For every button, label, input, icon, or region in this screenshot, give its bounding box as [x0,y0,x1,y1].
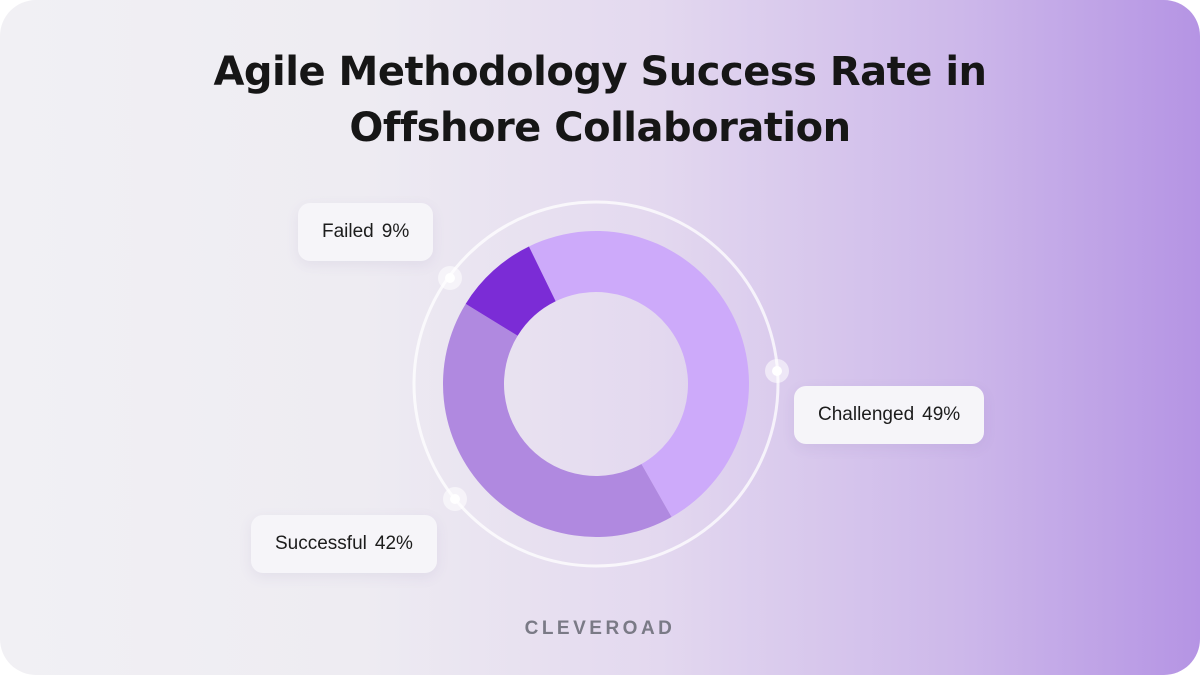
data-label-challenged: Challenged 49% [794,386,985,444]
donut-slice-challenged [528,231,749,518]
data-label-successful-value: 42% [374,533,413,554]
donut-slices [443,231,749,537]
brand-logo: CLEVEROAD [524,618,676,639]
data-label-successful: Successful 42% [251,515,437,573]
chart-title: Agile Methodology Success Rate in Offsho… [0,44,1200,156]
connector-dot-failed [438,266,462,290]
chart-title-line-2: Offshore Collaboration [349,105,851,151]
donut-slice-successful [443,303,672,537]
connector-dot-challenged [765,359,789,383]
data-label-successful-name: Successful [275,533,367,554]
data-label-failed: Failed 9% [298,203,434,261]
data-label-failed-name: Failed [322,221,374,242]
outer-guide-ring [412,200,780,568]
chart-title-line-1: Agile Methodology Success Rate in [213,49,987,95]
data-label-challenged-name: Challenged [818,404,915,425]
connector-dot-successful [443,487,467,511]
data-label-failed-value: 9% [381,221,410,242]
donut-slice-failed [465,246,556,336]
data-label-challenged-value: 49% [922,404,961,425]
